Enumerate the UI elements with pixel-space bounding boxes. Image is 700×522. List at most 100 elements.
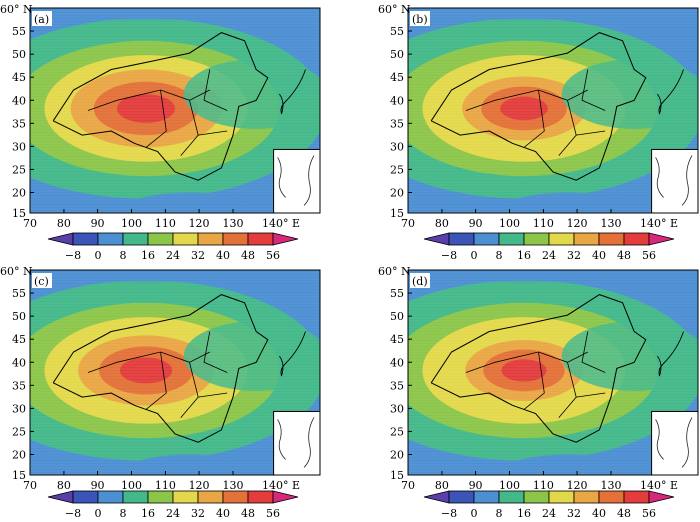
lat-tick-label: 20	[12, 449, 26, 462]
colorbar-arrow-left	[423, 490, 450, 504]
country-border	[430, 294, 647, 443]
lat-axis-title: 60° N	[378, 3, 411, 16]
province-border	[198, 392, 228, 398]
colorbar-label: 8	[496, 249, 503, 262]
colorbar-label: 56	[266, 507, 280, 520]
colorbar-label: 8	[120, 507, 127, 520]
lon-tick-label: 70	[23, 217, 37, 230]
colorbar-swatch	[197, 232, 224, 246]
colorbar-swatch	[122, 232, 149, 246]
province-border	[145, 89, 167, 148]
lat-tick-label: 25	[390, 163, 404, 176]
colorbar-swatch	[473, 490, 500, 504]
lat-tick-label: 40	[390, 94, 404, 107]
lat-tick-label: 35	[12, 117, 26, 130]
colorbar-swatch	[623, 232, 650, 246]
lat-tick-label: 35	[390, 117, 404, 130]
colorbar-swatch	[598, 490, 625, 504]
lon-tick-label: 120	[567, 479, 588, 492]
colorbar-swatch	[147, 232, 174, 246]
colorbar-swatch	[548, 232, 575, 246]
inset-map	[273, 410, 321, 476]
province-border	[581, 69, 606, 111]
lat-tick-label: 40	[12, 94, 26, 107]
map-frame	[407, 269, 699, 476]
panel-label: (a)	[34, 13, 49, 26]
lon-tick-label: 110	[155, 479, 176, 492]
lat-tick-label: 55	[390, 25, 404, 38]
lon-tick-label: 100	[121, 217, 142, 230]
lat-tick-label: 25	[12, 163, 26, 176]
lat-tick-label: 15	[390, 469, 404, 482]
colorbar-swatch	[72, 490, 99, 504]
coastline	[279, 93, 284, 115]
inset-map	[651, 410, 699, 476]
colorbar-label: 16	[517, 249, 531, 262]
colorbar-swatch	[147, 490, 174, 504]
lon-end-label: 140° E	[640, 217, 678, 230]
colorbar-label: 0	[95, 249, 102, 262]
lat-tick-label: 45	[12, 71, 26, 84]
lon-tick-label: 90	[469, 217, 483, 230]
contour-band	[125, 454, 254, 475]
lat-tick-label: 20	[12, 187, 26, 200]
contour-band	[408, 8, 698, 21]
coastline	[658, 331, 684, 376]
lat-tick-label: 15	[12, 469, 26, 482]
lat-tick-label: 50	[12, 310, 26, 323]
lon-tick-label: 100	[499, 217, 520, 230]
lon-tick-label: 70	[401, 217, 415, 230]
colorbar-swatch	[247, 232, 274, 246]
colorbar-label: 16	[141, 507, 155, 520]
colorbar-swatch	[598, 232, 625, 246]
lon-tick-label: 120	[189, 479, 210, 492]
lat-tick-label: 30	[12, 402, 26, 415]
province-border	[465, 361, 496, 373]
contour-band	[183, 59, 320, 129]
lat-tick-label: 55	[12, 287, 26, 300]
colorbar-label: −8	[441, 249, 457, 262]
coastline	[280, 69, 306, 114]
lat-tick-label: 50	[12, 48, 26, 61]
colorbar-label: 0	[95, 507, 102, 520]
colorbar-swatch	[222, 490, 249, 504]
province-border	[576, 392, 606, 398]
lat-tick-label: 35	[12, 379, 26, 392]
colorbar-swatch	[498, 232, 525, 246]
inset-coastline	[655, 155, 693, 206]
colorbar-swatch	[523, 232, 550, 246]
panel-label-box	[410, 273, 430, 288]
colorbar-label: 8	[496, 507, 503, 520]
lon-tick-label: 130	[601, 217, 622, 230]
colorbar-arrow-left	[47, 232, 74, 246]
coastline	[279, 355, 284, 377]
colorbar-label: 56	[642, 249, 656, 262]
colorbar-arrow-right	[648, 490, 675, 504]
contour-band	[125, 192, 254, 213]
lon-tick-label: 100	[121, 479, 142, 492]
colorbar-arrow-left	[423, 232, 450, 246]
colorbar-label: −8	[441, 507, 457, 520]
lon-tick-label: 130	[601, 479, 622, 492]
colorbar-swatch	[122, 490, 149, 504]
panel-label-box	[410, 11, 430, 26]
colorbar-label: 40	[216, 249, 230, 262]
lon-tick-label: 120	[567, 217, 588, 230]
colorbar-swatch	[573, 232, 600, 246]
province-border	[465, 99, 496, 111]
colorbar-swatch	[247, 490, 274, 504]
lat-tick-label: 25	[390, 425, 404, 438]
lon-tick-label: 80	[57, 217, 71, 230]
colorbar-swatch	[623, 490, 650, 504]
province-border	[203, 331, 228, 373]
lat-axis-title: 60° N	[0, 265, 33, 278]
colorbar: −8 0 8 16 24 32 40 48 56	[47, 232, 299, 262]
lat-axis-title: 60° N	[0, 3, 33, 16]
province-border	[523, 89, 545, 148]
lon-tick-label: 110	[533, 217, 554, 230]
lon-tick-label: 90	[91, 479, 105, 492]
colorbar-label: 32	[191, 249, 205, 262]
